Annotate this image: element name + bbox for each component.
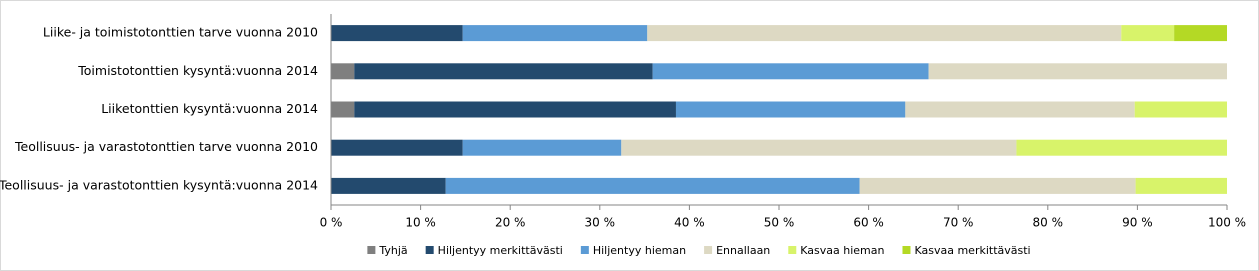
bar-segment xyxy=(1174,25,1227,42)
legend-label: Hiljentyy merkittävästi xyxy=(438,244,563,257)
bar-segment xyxy=(354,63,653,80)
y-tick-label: Toimistotonttien kysyntä:vuonna 2014 xyxy=(77,63,318,78)
y-tick-label: Teollisuus- ja varastotonttien tarve vuo… xyxy=(14,139,318,154)
legend-label: Kasvaa merkittävästi xyxy=(914,244,1030,257)
legend-label: Hiljentyy hieman xyxy=(593,244,686,257)
bar-segment xyxy=(331,101,355,118)
bar-segment xyxy=(928,63,1227,80)
x-tick-label: 60 % xyxy=(853,216,884,230)
y-tick-label: Liiketonttien kysyntä:vuonna 2014 xyxy=(101,101,318,116)
bar-segment xyxy=(1135,177,1227,194)
bar-segment xyxy=(462,139,622,156)
x-tick-label: 10 % xyxy=(405,216,436,230)
bar-segment xyxy=(445,177,860,194)
bar-segment xyxy=(1016,139,1227,156)
legend-label: Tyhjä xyxy=(378,244,407,257)
bar-segment xyxy=(1121,25,1175,42)
bar-segment xyxy=(1134,101,1227,118)
x-tick-label: 20 % xyxy=(495,216,526,230)
bar-segment xyxy=(675,101,906,118)
x-tick-label: 100 % xyxy=(1208,216,1246,230)
bar-segment xyxy=(331,63,355,80)
x-tick-label: 40 % xyxy=(674,216,705,230)
bar-segment xyxy=(905,101,1135,118)
bar-segment xyxy=(331,139,463,156)
x-tick-label: 50 % xyxy=(764,216,795,230)
x-tick-label: 90 % xyxy=(1122,216,1153,230)
legend-swatch xyxy=(367,246,376,254)
bar-segment xyxy=(354,101,676,118)
x-tick-label: 30 % xyxy=(585,216,616,230)
bar-segment xyxy=(331,25,463,42)
legend-swatch xyxy=(788,246,797,254)
bar-segment xyxy=(621,139,1017,156)
bar-segment xyxy=(331,177,446,194)
legend-swatch xyxy=(580,246,589,254)
legend-swatch xyxy=(425,246,434,254)
y-tick-label: Liike- ja toimistotonttien tarve vuonna … xyxy=(43,25,318,40)
legend-label: Ennallaan xyxy=(716,244,770,257)
bar-segment xyxy=(652,63,929,80)
x-tick-label: 70 % xyxy=(943,216,974,230)
bar-segment xyxy=(647,25,1122,42)
bar-segment xyxy=(859,177,1136,194)
legend-swatch xyxy=(704,246,713,254)
x-tick-label: 80 % xyxy=(1033,216,1064,230)
bar-segment xyxy=(462,25,648,42)
x-tick-label: 0 % xyxy=(320,216,343,230)
y-tick-label: Teollisuus- ja varastotonttien kysyntä:v… xyxy=(0,177,318,192)
legend-swatch xyxy=(902,246,911,254)
legend-label: Kasvaa hieman xyxy=(800,244,884,257)
